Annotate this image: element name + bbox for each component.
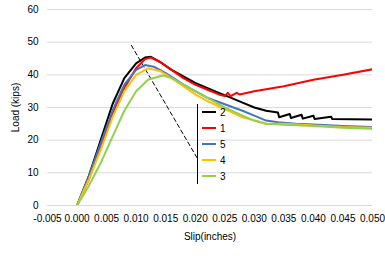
svg-text:0.030: 0.030 bbox=[242, 213, 267, 224]
svg-text:Load (kips): Load (kips) bbox=[10, 83, 21, 132]
svg-text:0.025: 0.025 bbox=[212, 213, 237, 224]
svg-text:50: 50 bbox=[27, 36, 39, 47]
svg-text:0.035: 0.035 bbox=[271, 213, 296, 224]
html-text:2: 2 bbox=[220, 106, 226, 118]
html-text:3: 3 bbox=[220, 170, 226, 182]
svg-text:0.005: 0.005 bbox=[94, 213, 119, 224]
svg-text:60: 60 bbox=[27, 4, 39, 15]
html-text:5: 5 bbox=[220, 138, 226, 150]
svg-text:30: 30 bbox=[27, 102, 39, 113]
svg-text:0.045: 0.045 bbox=[330, 213, 355, 224]
svg-text:0.015: 0.015 bbox=[153, 213, 178, 224]
svg-text:0.040: 0.040 bbox=[301, 213, 326, 224]
html-text:1: 1 bbox=[220, 122, 226, 134]
svg-text:20: 20 bbox=[27, 134, 39, 145]
svg-text:0.020: 0.020 bbox=[183, 213, 208, 224]
svg-text:-0.005: -0.005 bbox=[33, 213, 62, 224]
html-text:4: 4 bbox=[220, 154, 226, 166]
svg-text:0.010: 0.010 bbox=[124, 213, 149, 224]
svg-text:40: 40 bbox=[27, 69, 39, 80]
svg-text:0: 0 bbox=[33, 200, 39, 211]
svg-text:0.000: 0.000 bbox=[65, 213, 90, 224]
svg-text:10: 10 bbox=[27, 167, 39, 178]
svg-text:Slip(inches): Slip(inches) bbox=[184, 231, 236, 242]
svg-text:0.050: 0.050 bbox=[360, 213, 385, 224]
